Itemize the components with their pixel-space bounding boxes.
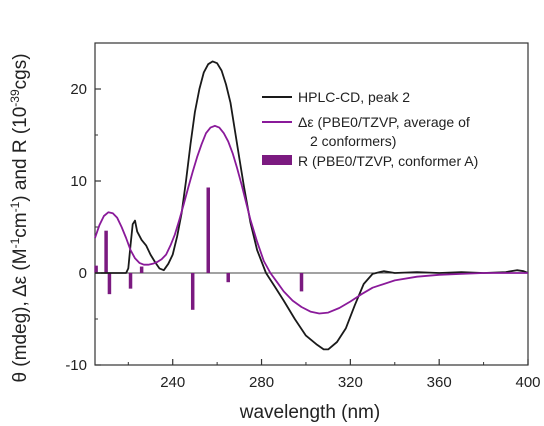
line-series-layer [94,60,529,351]
hplc-cd-line [95,60,529,351]
x-tick-label: 240 [160,374,185,391]
x-axis-title: wavelength (nm) [239,402,380,423]
x-tick-label: 320 [338,374,363,391]
legend-label-delta-eps-line2: 2 conformers) [310,133,396,149]
delta-epsilon-line [94,124,528,315]
x-axis: 240 280 320 360 400 [127,359,541,391]
y-tick-label: -10 [65,357,87,374]
y-tick-label: 20 [70,81,87,98]
x-tick-label: 280 [249,374,274,391]
y-tick-label: 10 [70,173,87,190]
stick-series-layer [94,187,304,310]
x-tick-label: 400 [515,374,540,391]
legend-label-delta-eps: Δε (PBE0/TZVP, average of [298,114,470,130]
legend-label-rotatory-strength: R (PBE0/TZVP, conformer A) [298,153,478,169]
y-tick-label: 0 [79,265,87,282]
y-axis: -10 0 10 20 [65,81,101,374]
legend: HPLC-CD, peak 2 Δε (PBE0/TZVP, average o… [262,89,478,169]
y-axis-title: θ (mdeg), Δε (M-1cm-1) and R (10-39cgs) [8,53,31,382]
legend-swatch-rotatory-strength [262,155,292,165]
legend-label-hplc: HPLC-CD, peak 2 [298,89,410,105]
plot-frame [94,42,529,366]
x-tick-label: 360 [427,374,452,391]
